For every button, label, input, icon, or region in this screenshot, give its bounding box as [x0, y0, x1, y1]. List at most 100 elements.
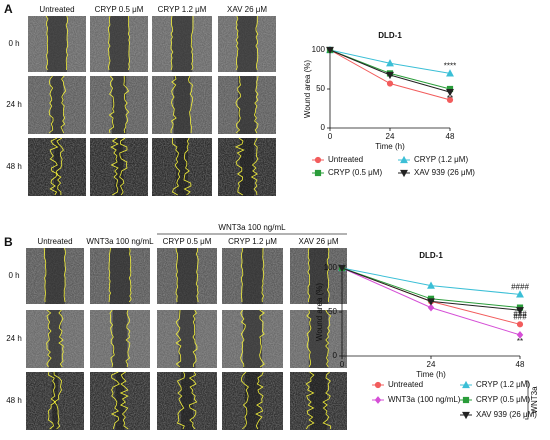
wound-gap — [243, 310, 262, 368]
wound-edge — [240, 247, 244, 303]
legend-marker — [462, 396, 470, 404]
wound-edge — [240, 309, 246, 368]
marker — [386, 59, 394, 67]
marker — [516, 331, 524, 339]
wound-gap — [45, 248, 65, 304]
legend-marker — [314, 169, 322, 177]
micrograph — [90, 75, 148, 134]
y-tick-label: 0 — [333, 351, 338, 360]
wound-edge — [43, 247, 47, 303]
micrograph — [90, 309, 150, 368]
wound-gap — [308, 310, 329, 368]
wound-gap — [178, 310, 196, 368]
row-label: 24 h — [6, 100, 22, 109]
wound-edge — [188, 371, 198, 430]
wound-gap — [242, 248, 263, 304]
wound-edge — [175, 247, 179, 303]
significance-note: ** — [517, 337, 523, 346]
wound-edge — [65, 15, 69, 71]
wound-edge — [187, 75, 194, 134]
legend-marker — [400, 155, 408, 164]
wound-edge — [170, 15, 174, 71]
column-label: CRYP 1.2 μM — [158, 5, 207, 14]
wound-edge — [326, 247, 330, 303]
marker — [338, 264, 346, 273]
x-tick-label: 0 — [328, 132, 333, 141]
wound-gap — [50, 76, 64, 134]
wound-edge — [119, 137, 128, 196]
micrograph — [26, 371, 84, 430]
wound-edge — [176, 371, 186, 430]
x-tick-label: 48 — [516, 360, 525, 369]
wound-edge — [53, 371, 63, 430]
micrograph — [28, 137, 86, 196]
wound-edge — [234, 137, 245, 196]
wound-edge — [55, 137, 65, 195]
micrograph — [157, 247, 217, 304]
x-tick-label: 0 — [340, 360, 345, 369]
wound-edge — [119, 371, 129, 430]
micrograph — [28, 75, 86, 134]
chart-title: DLD-1 — [419, 251, 443, 260]
significance-note: #### — [511, 283, 529, 292]
wound-edge — [322, 371, 332, 430]
column-label: Untreated — [37, 237, 72, 246]
wound-edge — [255, 15, 259, 71]
column-label: XAV 26 μM — [227, 5, 267, 14]
y-tick-label: 50 — [328, 307, 337, 316]
column-label: XAV 26 μM — [298, 237, 338, 246]
wound-edge — [190, 16, 194, 71]
panel-label: A — [4, 2, 13, 16]
legend-label: CRYP (1.2 μM) — [414, 155, 468, 164]
wound-edge — [305, 371, 315, 430]
wound-gap — [47, 16, 67, 72]
row-label: 24 h — [6, 334, 22, 343]
x-tick-label: 24 — [427, 360, 436, 369]
row-label: 0 h — [8, 271, 19, 280]
wound-gap — [171, 16, 193, 72]
marker — [427, 281, 435, 289]
wound-edge — [128, 247, 132, 303]
wound-gap — [239, 138, 255, 196]
legend-bracket — [525, 380, 529, 420]
micrograph — [290, 247, 347, 304]
wound-gap — [309, 372, 328, 430]
wound-edge — [47, 371, 57, 430]
column-label: WNT3a 100 ng/mL — [86, 237, 154, 246]
x-axis-label: Time (h) — [416, 370, 446, 379]
wound-edge — [108, 75, 115, 134]
series-line — [341, 267, 521, 295]
y-tick-label: 0 — [321, 123, 326, 132]
wound-edge — [175, 309, 182, 368]
micrograph — [157, 309, 217, 368]
wound-edge — [46, 309, 52, 368]
micrograph — [218, 15, 276, 72]
wound-gap — [111, 76, 127, 134]
legend-label: Untreated — [328, 155, 363, 164]
wound-edge — [45, 15, 49, 71]
wound-edge — [255, 371, 264, 430]
legend-label: Untreated — [388, 380, 423, 389]
wound-gap — [237, 16, 257, 72]
micrograph — [90, 15, 148, 72]
wound-edge — [192, 309, 198, 368]
wound-gap — [48, 310, 62, 368]
marker — [427, 298, 435, 306]
wound-edge — [127, 15, 131, 71]
micrograph — [157, 371, 217, 430]
row-label: 0 h — [8, 39, 19, 48]
wound-edge — [195, 248, 199, 303]
wound-edge — [49, 137, 59, 196]
chart-title: DLD-1 — [378, 31, 402, 40]
wound-gap — [238, 76, 256, 134]
wound-edge — [253, 75, 259, 134]
legend-marker — [462, 411, 470, 420]
panel-label: B — [4, 235, 13, 249]
wound-edge — [325, 309, 331, 368]
legend-marker — [374, 381, 382, 389]
micrograph — [152, 15, 212, 72]
column-label: CRYP 0.5 μM — [163, 237, 212, 246]
wound-edge — [109, 309, 115, 368]
marker — [446, 89, 454, 97]
